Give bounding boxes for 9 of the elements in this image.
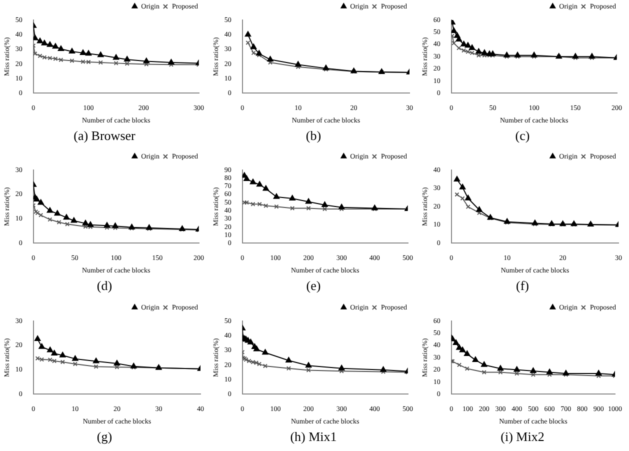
text: (b) bbox=[306, 127, 322, 145]
text: (g) bbox=[96, 428, 112, 446]
text: (a) Browser bbox=[74, 127, 136, 145]
text: (c) bbox=[515, 127, 530, 145]
text: (f) bbox=[516, 277, 529, 296]
text: (h) Mix1 bbox=[290, 428, 337, 446]
text: (e) bbox=[306, 277, 321, 296]
text: (i) Mix2 bbox=[500, 428, 544, 446]
text: (d) bbox=[96, 277, 112, 296]
